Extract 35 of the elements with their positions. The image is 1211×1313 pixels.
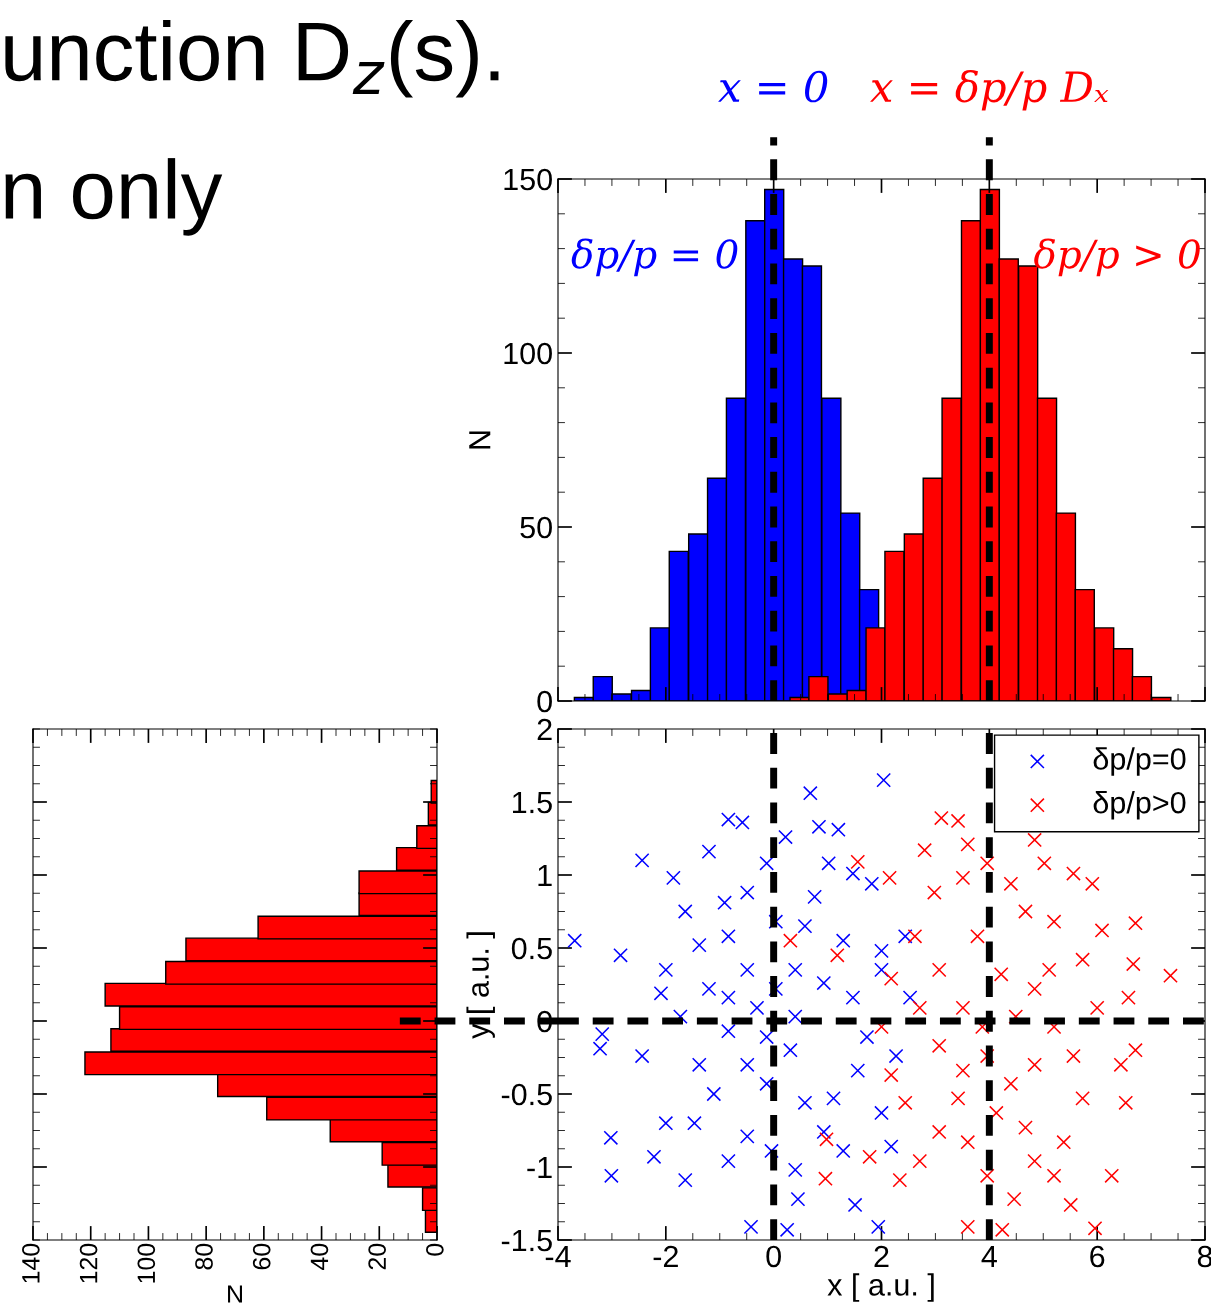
- y-axis-title: y [ a.u. ]: [466, 932, 495, 1039]
- x-tick-label: 120: [79, 1243, 98, 1283]
- legend-label: δp/p > 0: [1034, 238, 1200, 277]
- y-axis-title: N: [469, 431, 491, 449]
- y-tick-label: 0: [537, 690, 552, 713]
- x-tick-label: 100: [137, 1243, 156, 1283]
- legend-label: δp/p=0: [1093, 747, 1186, 776]
- x-axis-title: x [ a.u. ]: [827, 1273, 934, 1302]
- y-tick-label: 0.5: [511, 937, 552, 960]
- x-tick-label: 0: [426, 1243, 444, 1256]
- legend-label: δp/p>0: [1093, 791, 1186, 820]
- x-tick-label: 20: [368, 1243, 386, 1270]
- legend-label: δp/p = 0: [571, 238, 738, 277]
- x-tick-label: 6: [1090, 1245, 1105, 1268]
- x-tick-label: 0: [766, 1245, 781, 1268]
- y-tick-label: 2: [537, 718, 552, 741]
- y-tick-label: 100: [504, 342, 552, 365]
- x-axis-title: N: [228, 1285, 242, 1303]
- x-tick-label: 80: [195, 1243, 213, 1270]
- x-tick-label: 40: [310, 1243, 329, 1271]
- ref-line-label: x = δp/p Dₓ: [870, 69, 1109, 111]
- text: unction D$_{z}$(s).: [5, 19, 499, 98]
- x-tick-label: 140: [22, 1243, 40, 1283]
- ref-line-label: x = 0: [718, 70, 828, 103]
- x-tick-label: -2: [653, 1245, 678, 1267]
- y-tick-label: 1: [538, 865, 552, 887]
- x-tick-label: 60: [252, 1243, 271, 1270]
- text: n only: [5, 158, 223, 236]
- y-tick-label: 150: [504, 168, 552, 191]
- y-tick-label: 50: [520, 516, 552, 539]
- y-tick-label: -1: [527, 1157, 552, 1179]
- x-tick-label: 4: [981, 1245, 997, 1267]
- y-tick-label: 1.5: [513, 792, 552, 814]
- y-tick-label: -0.5: [501, 1083, 552, 1106]
- x-tick-label: 2: [874, 1245, 889, 1267]
